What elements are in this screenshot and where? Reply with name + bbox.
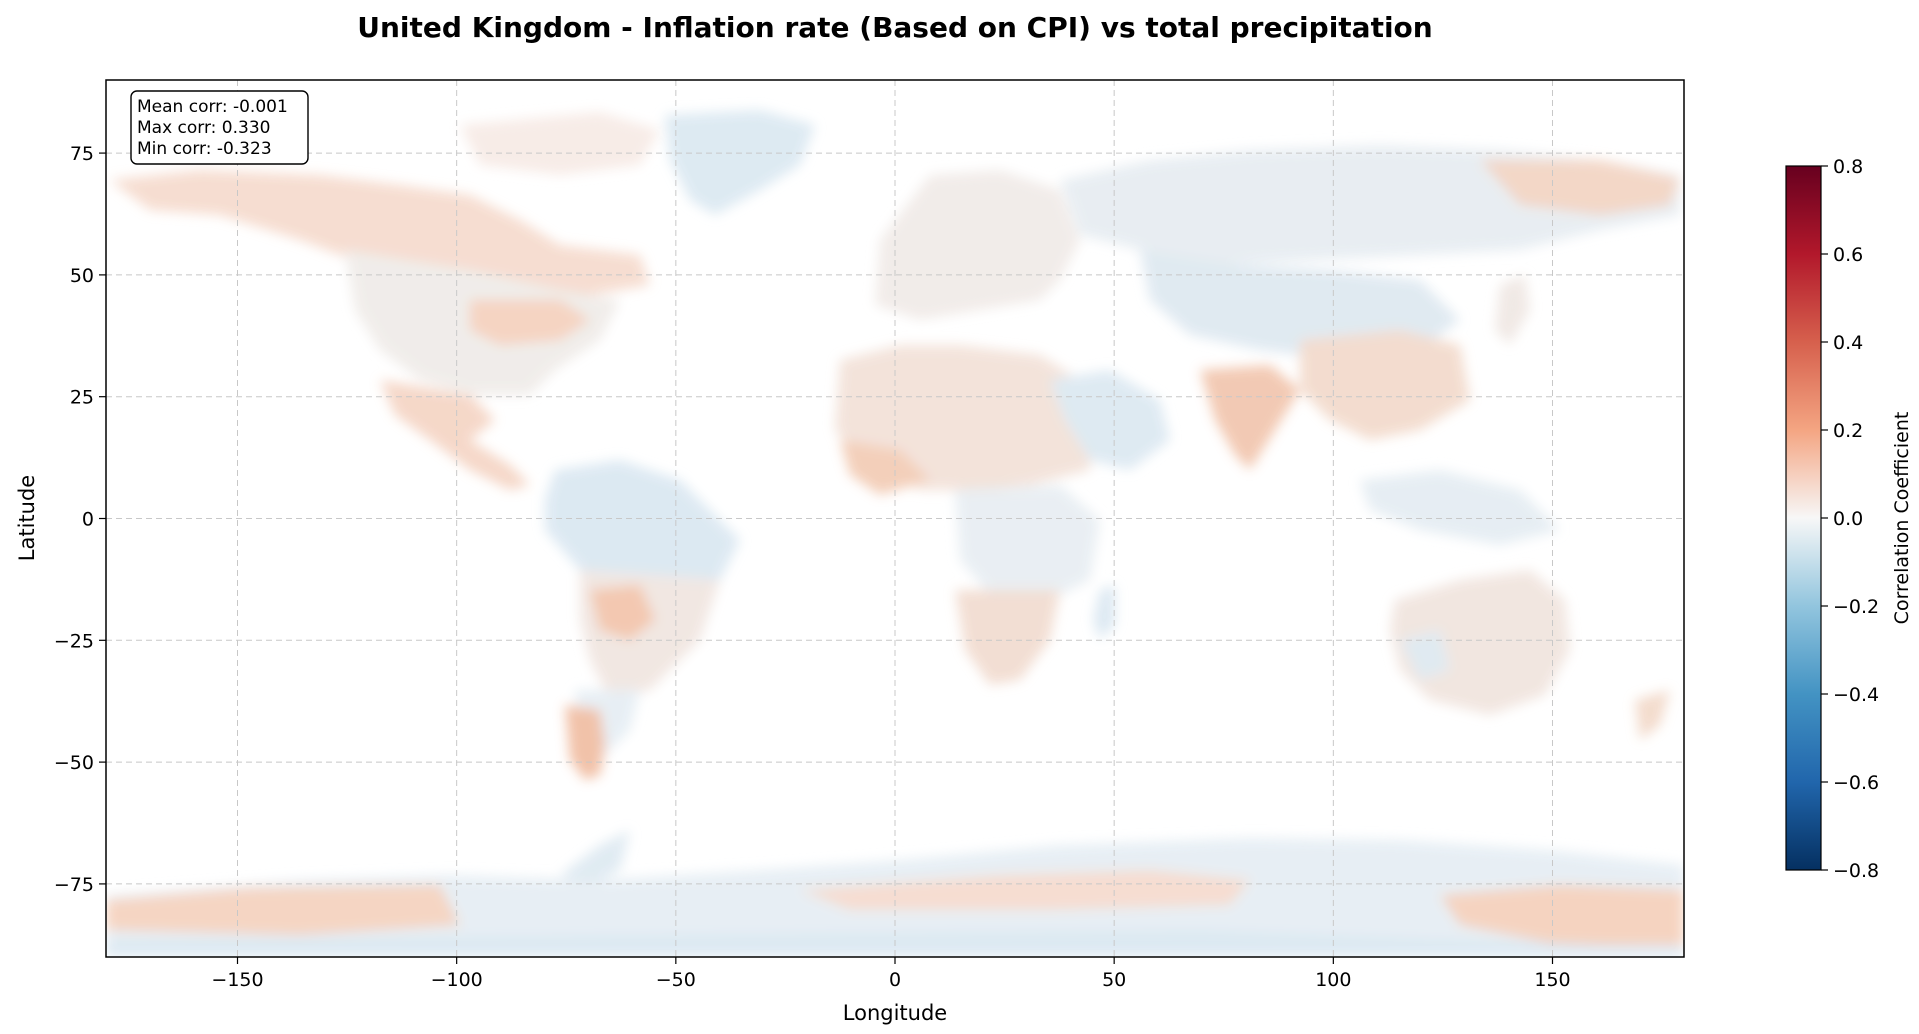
- colorbar-tick-label: 0.4: [1833, 332, 1863, 354]
- x-tick-label: 150: [1534, 969, 1570, 991]
- x-tick-label: 100: [1315, 969, 1351, 991]
- grid-lines: [106, 80, 1684, 957]
- colorbar-tick-label: 0.6: [1833, 244, 1863, 266]
- correlation-heatmap: [106, 110, 1684, 957]
- colorbar-tick-label: 0.0: [1833, 508, 1863, 530]
- region-australia: [1390, 570, 1570, 715]
- x-tick-label: −50: [656, 969, 696, 991]
- stats-min: Min corr: -0.323: [137, 139, 272, 159]
- region-antarctica-east-warm: [1440, 885, 1684, 945]
- colorbar-gradient: [1785, 165, 1822, 871]
- x-tick-label: 0: [889, 969, 901, 991]
- region-new-zealand: [1635, 690, 1670, 740]
- y-tick-label: 25: [70, 387, 94, 409]
- region-mexico: [380, 380, 530, 490]
- region-west-africa: [840, 440, 930, 495]
- region-southern-africa: [955, 590, 1060, 685]
- colorbar-label: Correlation Coefficient: [1891, 412, 1913, 625]
- stats-max: Max corr: 0.330: [137, 118, 270, 138]
- region-east-asia: [1300, 330, 1470, 440]
- y-tick-label: 0: [82, 509, 94, 531]
- colorbar-tick-label: −0.4: [1833, 684, 1879, 706]
- plot-frame: [105, 79, 1685, 958]
- colorbar-tick-label: −0.8: [1833, 860, 1879, 882]
- region-australia-cool: [1400, 630, 1450, 680]
- region-north-america-warm: [470, 300, 590, 345]
- region-antarctica-center-warm: [800, 870, 1250, 910]
- region-greenland: [665, 110, 815, 215]
- x-tick-label: −150: [211, 969, 263, 991]
- region-south-america-north: [545, 460, 740, 590]
- y-tick-label: 75: [70, 143, 94, 165]
- region-patagonia: [565, 705, 605, 780]
- colorbar-tick-label: −0.6: [1833, 772, 1879, 794]
- colorbar-tick-label: 0.2: [1833, 420, 1863, 442]
- colorbar-tick-label: 0.8: [1833, 156, 1863, 178]
- region-japan: [1495, 275, 1530, 345]
- region-arabia: [1050, 370, 1170, 470]
- region-maritime-se-asia: [1360, 470, 1560, 545]
- region-arctic-islands: [460, 112, 660, 175]
- region-antarctic-peninsula: [560, 830, 630, 885]
- y-axis: 75 50 25 0 −25 −50 −75: [54, 143, 106, 896]
- y-tick-label: −25: [54, 630, 94, 652]
- colorbar: 0.8 0.6 0.4 0.2 0.0 −0.2 −0.4 −0.6 −0.8 Correlat…: [1785, 156, 1913, 882]
- y-tick-label: −75: [54, 874, 94, 896]
- x-axis-label: Longitude: [843, 1001, 947, 1025]
- colorbar-ticks: 0.8 0.6 0.4 0.2 0.0 −0.2 −0.4 −0.6 −0.8: [1821, 156, 1879, 882]
- y-tick-label: 50: [70, 265, 94, 287]
- region-europe: [875, 170, 1080, 320]
- region-india: [1200, 365, 1300, 470]
- region-madagascar: [1093, 585, 1115, 640]
- region-south-america-warm: [590, 585, 655, 640]
- region-antarctica-west-warm: [106, 885, 460, 935]
- x-tick-label: 50: [1102, 969, 1126, 991]
- region-northeast-asia-warm: [1480, 160, 1680, 215]
- y-tick-label: −50: [54, 752, 94, 774]
- x-axis: −150 −100 −50 0 50 100 150: [211, 957, 1571, 991]
- stats-mean: Mean corr: -0.001: [137, 97, 288, 117]
- x-tick-label: −100: [431, 969, 483, 991]
- chart-title: United Kingdom - Inflation rate (Based o…: [357, 11, 1432, 44]
- colorbar-tick-label: −0.2: [1833, 596, 1879, 618]
- region-north-america-north: [110, 170, 650, 300]
- y-axis-label: Latitude: [15, 475, 39, 561]
- region-central-africa: [955, 485, 1100, 600]
- stats-box: Mean corr: -0.001 Max corr: 0.330 Min co…: [130, 90, 309, 165]
